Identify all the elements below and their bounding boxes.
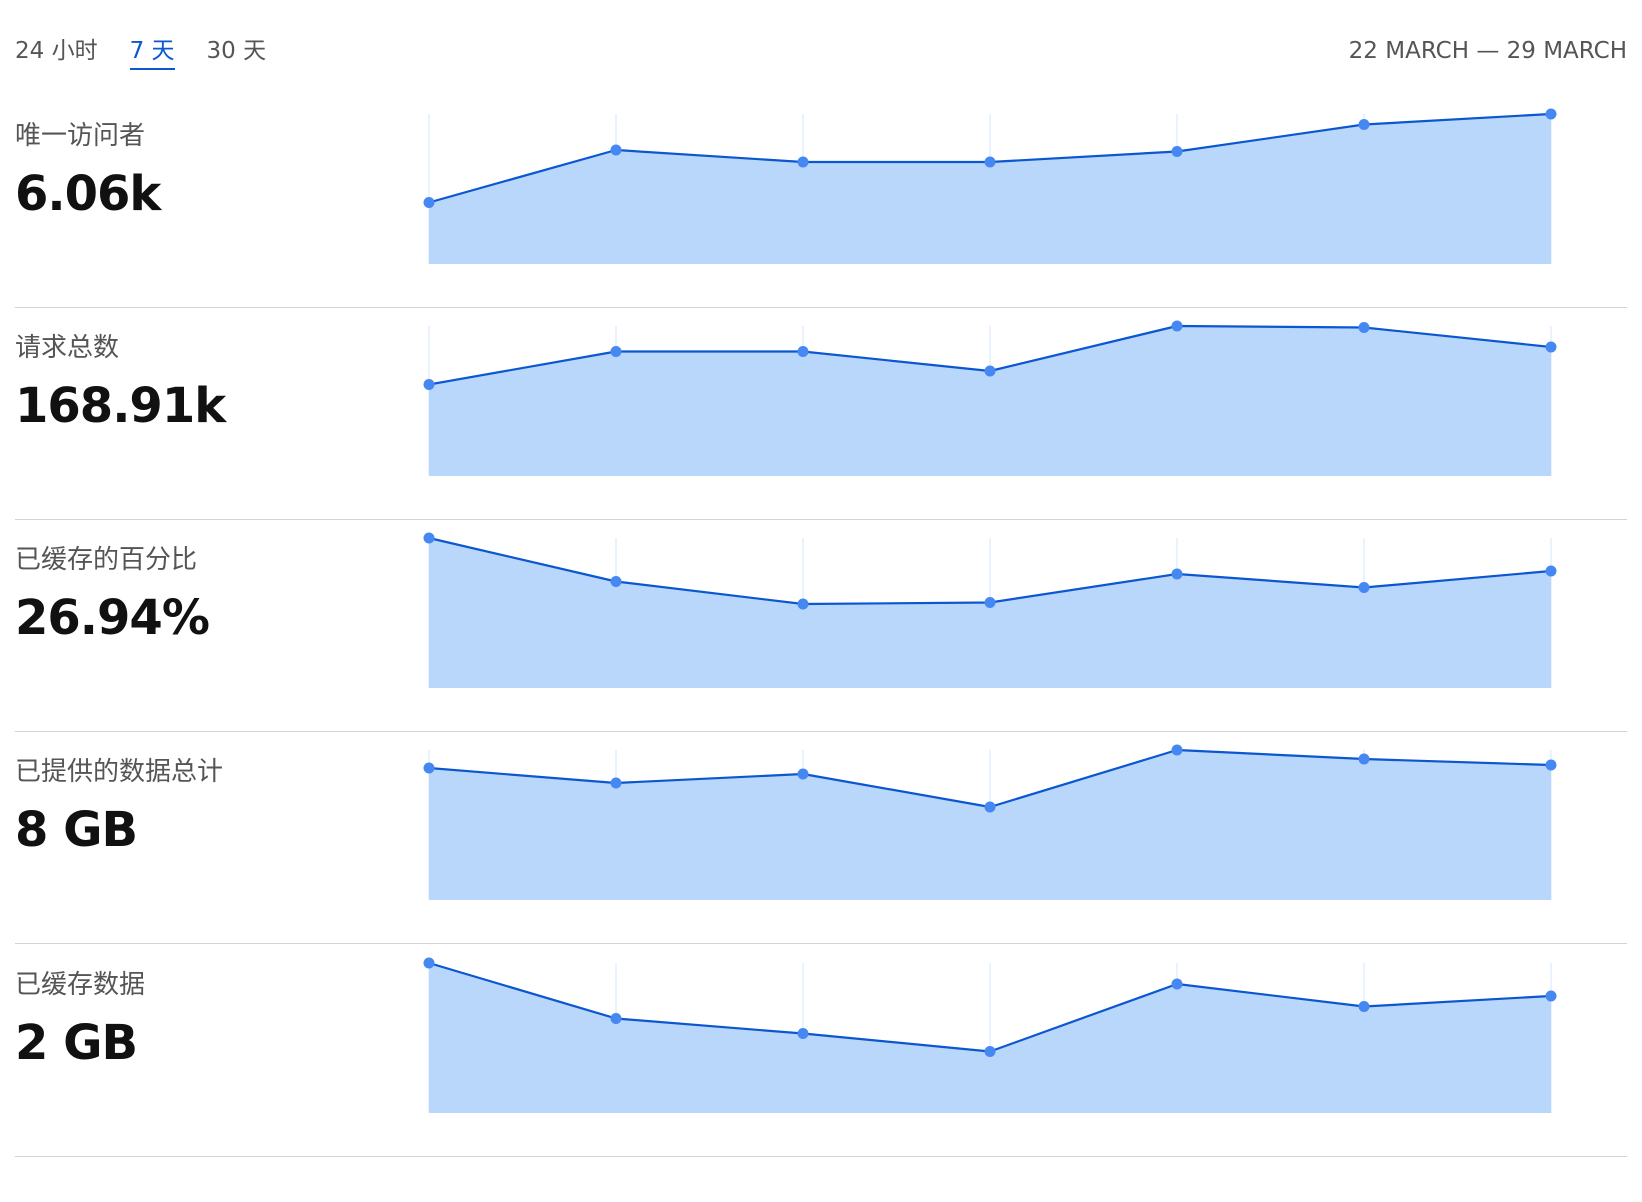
- series-area: [429, 326, 1551, 476]
- data-point: [984, 1046, 996, 1057]
- series-area: [429, 114, 1551, 264]
- metric-total-requests: 请求总数 168.91k: [15, 296, 1627, 520]
- data-point: [984, 156, 996, 168]
- metric-label: 请求总数: [15, 333, 120, 363]
- data-point: [1545, 565, 1557, 577]
- metric-value: 6.06k: [15, 166, 161, 222]
- data-point: [1171, 146, 1183, 157]
- data-point: [1171, 568, 1183, 580]
- data-point: [984, 365, 996, 377]
- metric-value: 168.91k: [15, 378, 226, 434]
- metric-value: 8 GB: [15, 802, 138, 858]
- total-data-served-chart: [423, 744, 1557, 900]
- data-point: [1171, 978, 1183, 990]
- metric-cached-percentage: 已缓存的百分比 26.94%: [15, 508, 1627, 732]
- tab-7-days[interactable]: 7 天: [129, 36, 175, 70]
- tab-30-days[interactable]: 30 天: [206, 38, 267, 64]
- data-point: [1545, 759, 1557, 771]
- data-point: [1358, 322, 1370, 333]
- metric-label: 已提供的数据总计: [15, 757, 224, 787]
- data-point: [1545, 341, 1557, 353]
- metric-value: 26.94%: [15, 590, 210, 646]
- total-requests-chart: [423, 320, 1557, 476]
- time-range-tabs: 24 小时 7 天 30 天: [15, 36, 266, 70]
- data-point: [610, 144, 622, 156]
- metric-cached-data: 已缓存数据 2 GB: [15, 933, 1627, 1157]
- metric-value: 2 GB: [15, 1015, 138, 1071]
- data-point: [1358, 582, 1370, 593]
- tab-24-hours[interactable]: 24 小时: [15, 38, 98, 64]
- data-point: [610, 576, 622, 587]
- data-point: [1545, 108, 1557, 120]
- data-point: [423, 762, 435, 774]
- metric-label: 已缓存数据: [15, 970, 146, 1000]
- data-point: [797, 768, 809, 780]
- cached-data-chart: [423, 957, 1557, 1113]
- cached-percentage-chart: [423, 532, 1557, 688]
- data-point: [797, 156, 809, 168]
- data-point: [423, 197, 435, 208]
- data-point: [797, 346, 809, 357]
- data-point: [423, 379, 435, 390]
- data-point: [984, 597, 996, 608]
- data-point: [610, 1013, 622, 1024]
- date-range-label: 22 MARCH — 29 MARCH: [1348, 38, 1627, 64]
- metric-total-data-served: 已提供的数据总计 8 GB: [15, 720, 1627, 944]
- metric-unique-visitors: 唯一访问者 6.06k: [15, 84, 1627, 308]
- data-point: [610, 777, 622, 789]
- top-bar: 24 小时 7 天 30 天 22 MARCH — 29 MARCH: [15, 28, 1627, 72]
- data-point: [984, 801, 996, 813]
- series-area: [429, 538, 1551, 688]
- data-point: [1358, 119, 1370, 130]
- series-area: [429, 750, 1551, 900]
- series-area: [429, 963, 1551, 1113]
- data-point: [423, 532, 435, 544]
- data-point: [797, 1028, 809, 1039]
- data-point: [1358, 753, 1370, 765]
- data-point: [423, 957, 435, 969]
- data-point: [797, 598, 809, 610]
- data-point: [1545, 990, 1557, 1002]
- unique-visitors-chart: [423, 108, 1557, 264]
- data-point: [1171, 744, 1183, 756]
- metric-label: 唯一访问者: [15, 121, 146, 151]
- data-point: [610, 346, 622, 357]
- metric-label: 已缓存的百分比: [15, 545, 198, 575]
- data-point: [1358, 1001, 1370, 1012]
- data-point: [1171, 320, 1183, 332]
